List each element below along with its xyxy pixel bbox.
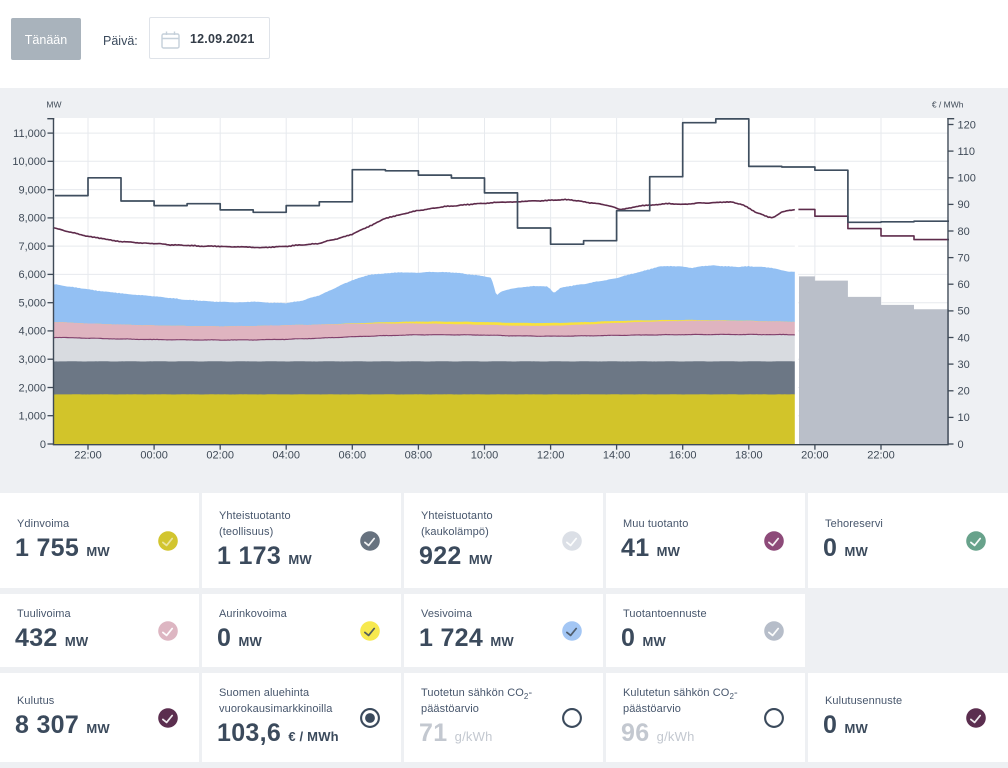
svg-text:80: 80 [958,226,970,238]
svg-text:22:00: 22:00 [74,450,102,462]
svg-text:3,000: 3,000 [18,354,46,366]
svg-text:4,000: 4,000 [18,326,46,338]
svg-text:8,000: 8,000 [18,213,46,225]
svg-text:20:00: 20:00 [801,450,829,462]
svg-text:16:00: 16:00 [669,450,697,462]
svg-text:12:00: 12:00 [537,450,565,462]
svg-text:10:00: 10:00 [471,450,499,462]
svg-text:20: 20 [958,386,970,398]
svg-text:22:00: 22:00 [867,450,895,462]
svg-text:10: 10 [958,412,970,424]
svg-text:9,000: 9,000 [18,184,46,196]
svg-text:14:00: 14:00 [603,450,631,462]
svg-text:30: 30 [958,359,970,371]
svg-text:120: 120 [958,119,976,131]
svg-text:40: 40 [958,332,970,344]
svg-text:0: 0 [958,439,964,451]
svg-text:06:00: 06:00 [339,450,367,462]
svg-text:€ / MWh: € / MWh [932,100,964,110]
svg-text:90: 90 [958,199,970,211]
svg-text:60: 60 [958,279,970,291]
svg-text:7,000: 7,000 [18,241,46,253]
svg-text:110: 110 [958,146,976,158]
svg-text:50: 50 [958,306,970,318]
svg-text:100: 100 [958,173,976,185]
svg-text:5,000: 5,000 [18,298,46,310]
svg-text:02:00: 02:00 [206,450,234,462]
svg-text:18:00: 18:00 [735,450,763,462]
svg-text:1,000: 1,000 [18,411,46,423]
svg-text:04:00: 04:00 [272,450,300,462]
svg-text:08:00: 08:00 [405,450,433,462]
svg-text:10,000: 10,000 [12,156,46,168]
svg-text:MW: MW [46,100,61,110]
svg-text:70: 70 [958,252,970,264]
svg-text:11,000: 11,000 [13,128,46,140]
svg-text:00:00: 00:00 [140,450,168,462]
svg-text:6,000: 6,000 [18,269,46,281]
svg-text:0: 0 [40,439,46,451]
svg-text:2,000: 2,000 [18,382,46,394]
